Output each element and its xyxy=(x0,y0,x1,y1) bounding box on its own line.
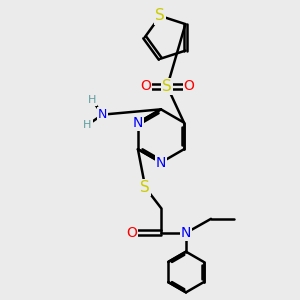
Text: H: H xyxy=(83,120,92,130)
Text: S: S xyxy=(140,180,150,195)
Text: S: S xyxy=(162,79,172,94)
Text: N: N xyxy=(133,116,143,130)
Text: N: N xyxy=(98,108,107,121)
Text: O: O xyxy=(140,80,151,94)
Text: N: N xyxy=(181,226,191,240)
Text: O: O xyxy=(126,226,137,240)
Text: O: O xyxy=(184,80,194,94)
Text: N: N xyxy=(156,155,166,170)
Text: H: H xyxy=(88,95,96,105)
Text: S: S xyxy=(155,8,165,23)
